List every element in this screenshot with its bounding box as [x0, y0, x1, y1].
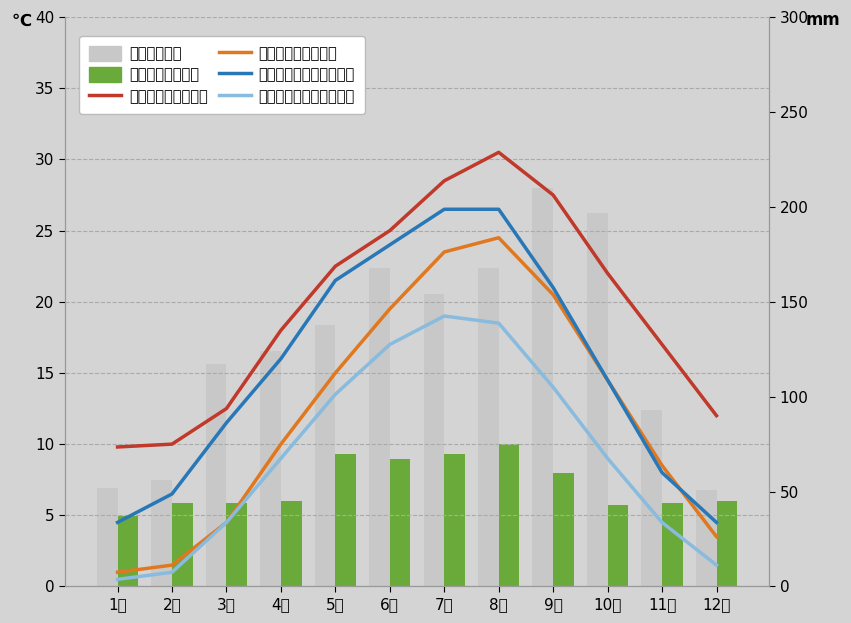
Bar	[696, 490, 717, 586]
ウィーンの平均最低気温	[167, 569, 177, 576]
ウィーンの平均最高気温	[439, 206, 449, 213]
東京の平均最高気温	[385, 227, 395, 234]
東京の平均最低気温	[548, 291, 558, 298]
Bar	[151, 480, 172, 586]
Line: ウィーンの平均最低気温: ウィーンの平均最低気温	[117, 316, 717, 579]
Bar	[226, 503, 247, 586]
東京の平均最高気温	[657, 341, 667, 348]
Bar	[117, 516, 138, 586]
Bar	[608, 505, 628, 586]
ウィーンの平均最低気温	[221, 519, 231, 526]
東京の平均最低気温	[167, 561, 177, 569]
ウィーンの平均最高気温	[330, 277, 340, 284]
Bar	[369, 268, 390, 586]
ウィーンの平均最高気温	[603, 376, 613, 384]
ウィーンの平均最低気温	[112, 576, 123, 583]
Bar	[390, 459, 410, 586]
東京の平均最低気温	[221, 519, 231, 526]
東京の平均最高気温	[439, 177, 449, 184]
ウィーンの平均最低気温	[276, 455, 286, 462]
東京の平均最低気温	[494, 234, 504, 242]
Line: ウィーンの平均最高気温: ウィーンの平均最高気温	[117, 209, 717, 523]
ウィーンの平均最高気温	[548, 284, 558, 292]
東京の平均最高気温	[112, 443, 123, 450]
東京の平均最高気温	[711, 412, 722, 419]
Bar	[662, 503, 683, 586]
Legend: 東京の降水量, ウィーンの降水量, 東京の平均最高気温, 東京の平均最低気温, ウィーンの平均最高気温, ウィーンの平均最低気温: 東京の降水量, ウィーンの降水量, 東京の平均最高気温, 東京の平均最低気温, …	[79, 36, 365, 114]
Bar	[717, 501, 737, 586]
Bar	[172, 503, 192, 586]
Y-axis label: ℃: ℃	[11, 11, 31, 29]
Bar	[206, 364, 226, 586]
ウィーンの平均最高気温	[167, 490, 177, 498]
ウィーンの平均最高気温	[276, 355, 286, 363]
東京の平均最低気温	[439, 248, 449, 255]
ウィーンの平均最低気温	[548, 384, 558, 391]
ウィーンの平均最高気温	[494, 206, 504, 213]
東京の平均最低気温	[711, 533, 722, 540]
Line: 東京の平均最高気温: 東京の平均最高気温	[117, 153, 717, 447]
ウィーンの平均最低気温	[657, 519, 667, 526]
Bar	[315, 325, 335, 586]
ウィーンの平均最低気温	[439, 312, 449, 320]
ウィーンの平均最高気温	[112, 519, 123, 526]
Bar	[281, 501, 301, 586]
東京の平均最高気温	[330, 262, 340, 270]
Bar	[444, 454, 465, 586]
東京の平均最高気温	[494, 149, 504, 156]
東京の平均最低気温	[603, 376, 613, 384]
ウィーンの平均最低気温	[603, 455, 613, 462]
ウィーンの平均最低気温	[494, 320, 504, 327]
ウィーンの平均最高気温	[657, 469, 667, 477]
Bar	[533, 188, 553, 586]
東京の平均最高気温	[548, 191, 558, 199]
Bar	[97, 488, 117, 586]
Bar	[335, 454, 356, 586]
Y-axis label: mm: mm	[805, 11, 840, 29]
ウィーンの平均最低気温	[711, 561, 722, 569]
東京の平均最低気温	[112, 569, 123, 576]
Bar	[553, 473, 574, 586]
Bar	[260, 351, 281, 586]
東京の平均最高気温	[167, 440, 177, 448]
東京の平均最低気温	[385, 305, 395, 313]
Bar	[587, 212, 608, 586]
東京の平均最高気温	[221, 405, 231, 412]
Line: 東京の平均最低気温: 東京の平均最低気温	[117, 238, 717, 573]
東京の平均最低気温	[657, 462, 667, 469]
ウィーンの平均最低気温	[330, 391, 340, 398]
Bar	[424, 294, 444, 586]
Bar	[499, 444, 519, 586]
ウィーンの平均最高気温	[711, 519, 722, 526]
Bar	[642, 410, 662, 586]
東京の平均最高気温	[603, 270, 613, 277]
ウィーンの平均最高気温	[221, 419, 231, 427]
ウィーンの平均最高気温	[385, 241, 395, 249]
ウィーンの平均最低気温	[385, 341, 395, 348]
東京の平均最高気温	[276, 326, 286, 334]
東京の平均最低気温	[330, 369, 340, 377]
東京の平均最低気温	[276, 440, 286, 448]
Bar	[478, 268, 499, 586]
